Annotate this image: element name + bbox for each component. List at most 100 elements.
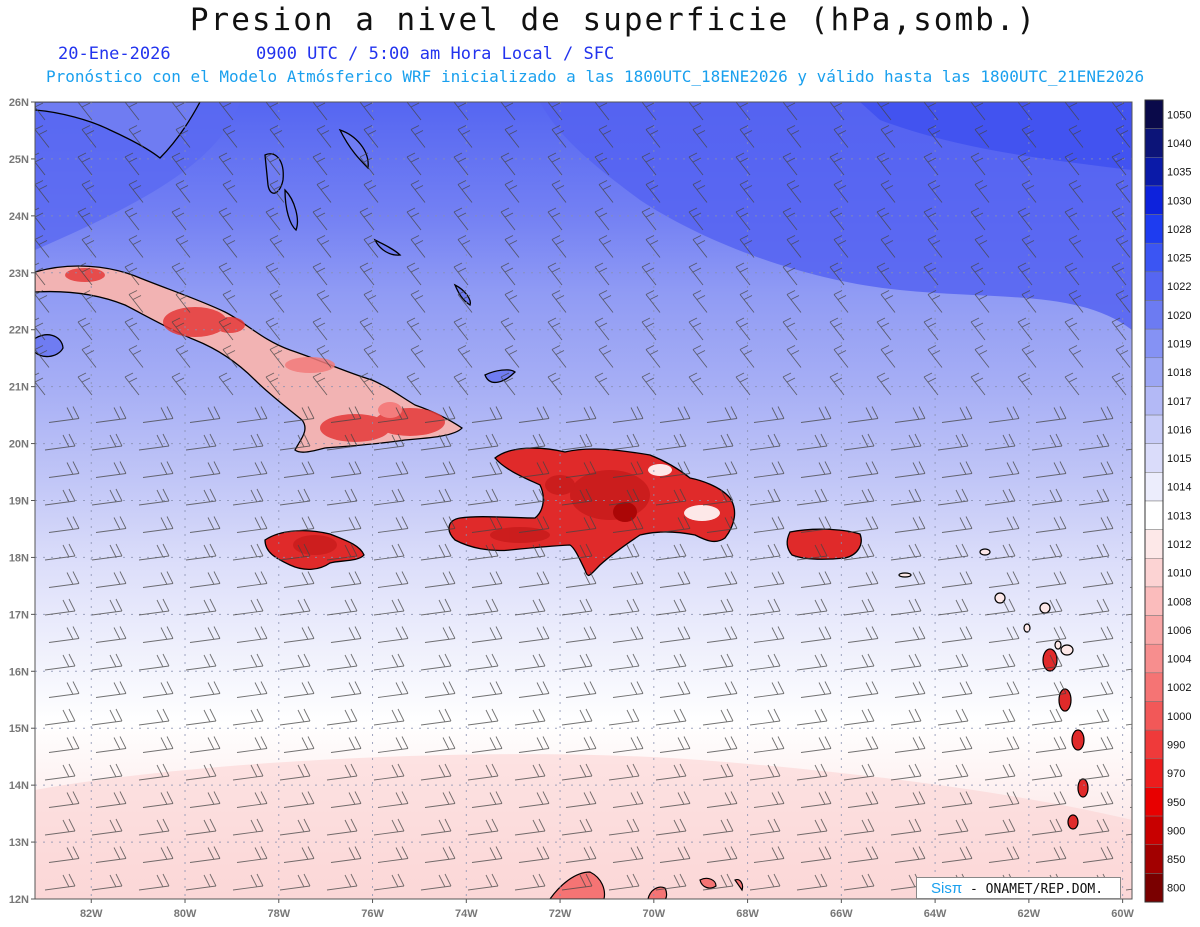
wind-barb: [974, 290, 990, 313]
wind-barb: [749, 598, 781, 616]
wind-barb: [128, 345, 144, 368]
wind-barb: [988, 846, 1020, 863]
wind-barb: [937, 763, 969, 781]
wind-barb: [565, 406, 597, 423]
wind-barb: [1115, 125, 1131, 148]
wind-barb: [659, 571, 691, 588]
wind-barb: [659, 846, 691, 863]
wind-barb: [77, 152, 93, 176]
wind-barb: [514, 433, 546, 451]
wind-barb: [91, 873, 123, 891]
wind-barb: [988, 461, 1020, 478]
wind-barb: [326, 818, 358, 836]
wind-barb: [189, 516, 221, 533]
wind-barb: [655, 488, 687, 506]
wind-barb: [923, 317, 939, 341]
colorbar-swatch: [1144, 242, 1164, 273]
wind-barb: [847, 461, 879, 478]
wind-barb: [706, 626, 738, 643]
lat-label: 14N: [9, 780, 29, 792]
wind-barb: [218, 262, 234, 286]
wind-barb: [1078, 708, 1110, 726]
wind-barb: [796, 818, 828, 836]
wind-barb: [91, 763, 123, 781]
wind-barb: [608, 763, 640, 781]
wind-barb: [175, 235, 191, 258]
wind-barb: [471, 516, 503, 533]
wind-barb: [326, 873, 358, 891]
lon-label: 68W: [736, 908, 759, 920]
wind-barb: [880, 345, 896, 368]
wind-barb: [565, 571, 597, 588]
wind-barb: [326, 543, 358, 561]
wind-barb: [189, 681, 221, 698]
wind-barb: [312, 262, 328, 286]
wind-barb: [185, 543, 217, 561]
wind-barb: [1035, 516, 1067, 533]
wind-barb: [222, 345, 238, 368]
wind-barb: [471, 571, 503, 588]
wind-barb: [890, 818, 922, 836]
wind-barb: [373, 598, 405, 616]
wind-barb: [518, 791, 550, 808]
wind-barb: [185, 818, 217, 836]
wind-barb: [35, 290, 50, 313]
wind-barb: [504, 125, 520, 148]
colorbar-label: 1000: [1167, 711, 1191, 723]
wind-barb: [91, 818, 123, 836]
wind-barb: [829, 102, 845, 121]
wind-barb: [749, 543, 781, 561]
wind-barb: [1078, 763, 1110, 781]
wind-barb: [565, 736, 597, 753]
wind-barb: [406, 152, 422, 176]
lat-label: 25N: [9, 154, 29, 166]
wind-barb: [941, 461, 973, 478]
wind-barb: [471, 406, 503, 423]
wind-barb: [283, 406, 315, 423]
colorbar-swatch: [1144, 214, 1164, 244]
wind-barb: [1021, 235, 1037, 258]
wind-barb: [316, 235, 332, 258]
wind-barb: [641, 372, 657, 396]
wind-barb: [876, 317, 892, 341]
wind-barb: [753, 571, 785, 588]
colorbar-swatch: [1144, 328, 1164, 359]
wind-barb: [518, 846, 550, 863]
wind-barb: [923, 102, 939, 121]
wind-barb: [420, 598, 452, 616]
wind-barb: [1082, 626, 1114, 643]
wind-barb: [735, 207, 751, 231]
wind-barb: [124, 372, 140, 396]
wind-barb: [467, 708, 499, 726]
hispaniola-peaks: [648, 464, 720, 521]
wind-barb: [833, 235, 849, 258]
wind-barb: [739, 290, 755, 313]
wind-barb: [218, 102, 234, 121]
wind-barb: [551, 235, 567, 258]
wind-barb: [894, 516, 926, 533]
wind-barb: [48, 626, 80, 643]
wind-barb: [124, 152, 140, 176]
wind-barb: [608, 598, 640, 616]
wind-barb: [48, 516, 80, 533]
wind-barb: [735, 262, 751, 286]
wind-barb: [504, 345, 520, 368]
wind-barb: [420, 763, 452, 781]
wind-barb: [890, 653, 922, 671]
wind-barb: [514, 543, 546, 561]
wind-barb: [279, 818, 311, 836]
wind-barb: [44, 873, 76, 891]
wind-barb: [706, 681, 738, 698]
colorbar-swatch: [1144, 558, 1164, 588]
wind-barb: [594, 262, 610, 286]
wind-barb: [688, 317, 704, 341]
wind-barb: [467, 653, 499, 671]
wind-barb: [1035, 791, 1067, 808]
wind-barb: [222, 180, 238, 203]
wind-barb: [269, 235, 285, 258]
wind-barb: [330, 791, 362, 808]
wind-barb: [128, 235, 144, 258]
wind-barb: [1031, 763, 1063, 781]
wind-barb: [189, 461, 221, 478]
wind-barb: [749, 653, 781, 671]
